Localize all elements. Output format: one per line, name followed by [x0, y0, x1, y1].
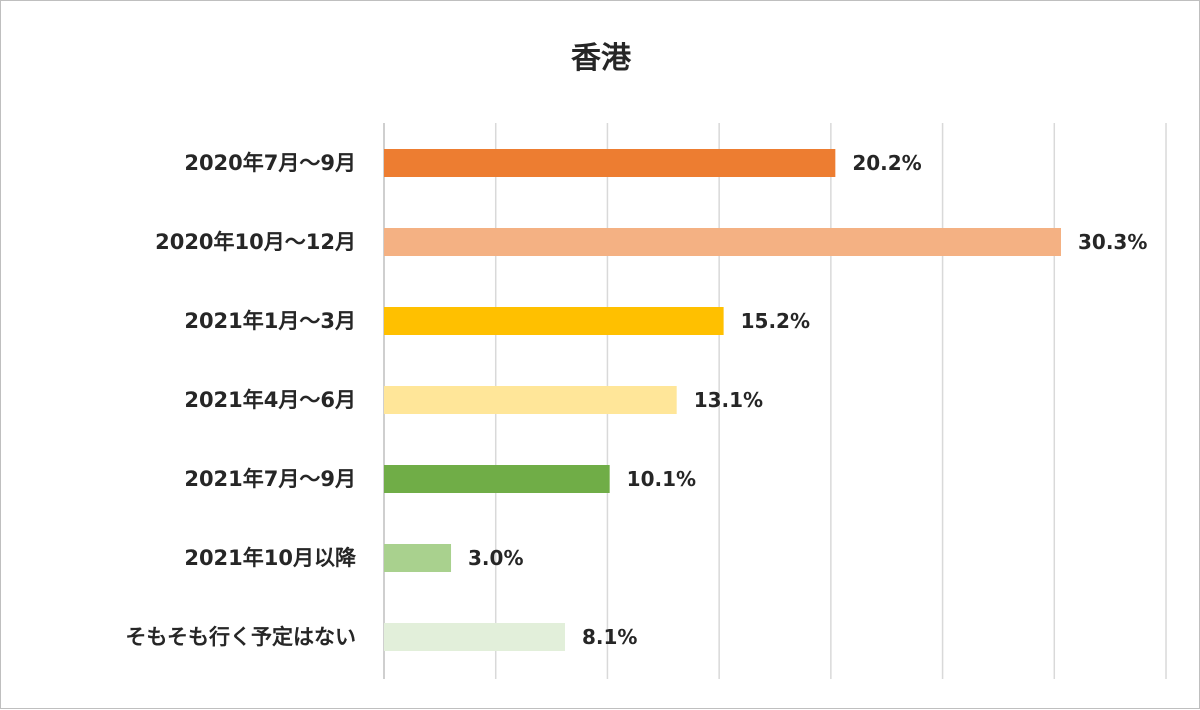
data-label: 30.3% — [1078, 230, 1147, 254]
data-label: 10.1% — [627, 467, 696, 491]
bar — [384, 386, 677, 414]
data-label: 20.2% — [852, 151, 921, 175]
category-label: 2021年4月～6月 — [184, 388, 356, 412]
bar — [384, 623, 565, 651]
data-label: 15.2% — [741, 309, 810, 333]
bar — [384, 228, 1061, 256]
data-label: 8.1% — [582, 625, 637, 649]
category-label: 2020年7月～9月 — [184, 151, 356, 175]
bar — [384, 307, 724, 335]
bar — [384, 544, 452, 572]
category-label: 2021年10月以降 — [184, 546, 357, 570]
category-label: そもそも行く予定はない — [125, 625, 356, 649]
category-label: 2020年10月～12月 — [155, 230, 356, 254]
data-label: 13.1% — [694, 388, 763, 412]
bar — [384, 465, 610, 493]
category-label: 2021年7月～9月 — [184, 467, 356, 491]
bar — [384, 149, 836, 177]
data-label: 3.0% — [468, 546, 523, 570]
category-label: 2021年1月～3月 — [184, 309, 356, 333]
chart-title: 香港 — [571, 41, 631, 76]
